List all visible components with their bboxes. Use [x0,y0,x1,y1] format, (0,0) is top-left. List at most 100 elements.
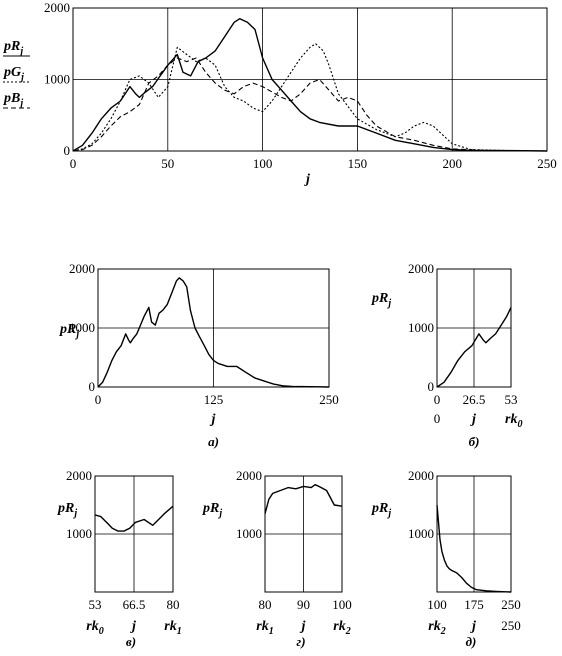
series-line-0-pR-0 [72,18,548,152]
series-line-5-pR-0 [436,504,512,593]
y-tick-label-0-0: 0 [64,143,71,158]
series-line-3-pR-0 [94,505,174,532]
y-axis-label-5: pRj [371,501,391,519]
x-left-label-3-sub: 0 [99,626,104,637]
x-tick-label-3-2: 80 [167,597,180,612]
legend-entry-pR-sub: j [18,46,23,57]
x-tick-label-0-3: 150 [348,156,368,171]
legend-entry-pR-main: pR [3,39,20,54]
x-axis-label-5: j [470,619,476,634]
x-tick-label-2-0: 0 [434,392,441,407]
x-right-label-3: rk1 [164,619,181,637]
x-tick-label-5-0: 100 [427,597,447,612]
x-tick-label-1-0: 0 [95,392,102,407]
x-tick-label-3-1: 66.5 [123,597,146,612]
x-left-label-5-main: rk [428,619,440,634]
y-tick-label-1-2: 2000 [69,261,95,276]
y-tick-label-5-1: 2000 [408,468,434,483]
x-axis-label-1: j [210,412,216,427]
x-right-label-4: rk2 [333,619,350,637]
x-end-label-2-main: rk [505,412,517,427]
x-tick-label-4-1: 90 [297,597,310,612]
y-axis-label-3: pRj [57,501,77,519]
y-tick-label-1-1: 1000 [69,320,95,335]
legend-entry-pG-sub: j [19,72,24,83]
y-tick-label-4-1: 2000 [236,468,262,483]
y-tick-label-2-2: 2000 [408,261,434,276]
y-axis-label-1: pRj [59,322,79,340]
caption-4: г) [296,634,305,649]
legend-entry-pB-main: pB [3,91,20,106]
x-right-label-3-main: rk [164,619,176,634]
x-left-label-4-sub: 1 [269,626,274,637]
y-tick-label-5-0: 1000 [408,526,434,541]
x-end-label-2: rk0 [505,412,522,430]
x-tick-label-1-1: 125 [204,392,224,407]
y-tick-label-1-0: 0 [89,379,96,394]
x-axis-label-0: j [304,172,310,187]
legend-entry-pG: pGj [3,65,24,83]
x-end-label-2-sub: 0 [517,419,522,430]
x-right-label-4-sub: 2 [345,626,351,637]
y-axis-label-4: pRj [202,501,222,519]
y-axis-label-2-sub: j [386,298,391,309]
y-axis-label-4-sub: j [217,508,222,519]
x-tick-label-0-1: 50 [161,156,174,171]
legend-entry-pB-sub: j [18,98,23,109]
caption-2: б) [469,434,480,449]
series-line-0-pG-1 [72,43,548,152]
y-tick-label-3-0: 1000 [66,526,92,541]
series-line-4-pR-0 [264,484,343,514]
legend-entry-pR: pRj [3,39,23,57]
y-axis-label-3-sub: j [72,508,77,519]
x-tick-label-4-2: 100 [332,597,352,612]
x-tick-label-5-2: 250 [501,597,521,612]
y-axis-label-1-main: pR [59,322,76,337]
y-tick-label-2-0: 0 [428,379,435,394]
legend-entry-pB: pBj [3,91,23,109]
x-tick-label-0-4: 200 [442,156,462,171]
x-left-label-4-main: rk [256,619,268,634]
x-tick-label-0-2: 100 [253,156,273,171]
x-tick-label-2-2: 53 [505,392,518,407]
y-tick-label-4-0: 1000 [236,526,262,541]
y-axis-label-4-main: pR [202,501,219,516]
x-axis-label-4: j [300,619,306,634]
series-line-1-pR-0 [97,277,330,388]
y-axis-label-5-sub: j [386,508,391,519]
x-right-label-5: 250 [501,618,521,633]
x-under-label-2: 0 [434,411,441,426]
x-axis-label-3: j [130,619,136,634]
caption-5: д) [466,634,477,649]
x-left-label-5: rk2 [428,619,445,637]
x-left-label-4: rk1 [256,619,273,637]
x-axis-label-2: j [470,412,476,427]
series-line-2-pR-0 [436,307,512,388]
x-right-label-3-sub: 1 [177,626,182,637]
x-right-label-4-main: rk [333,619,345,634]
x-tick-label-0-0: 0 [70,156,77,171]
x-tick-label-5-1: 175 [464,597,484,612]
caption-1: а) [208,434,219,449]
x-tick-label-3-0: 53 [89,597,102,612]
x-tick-label-4-0: 80 [259,597,272,612]
x-tick-label-2-1: 26.5 [463,392,486,407]
y-axis-label-5-main: pR [371,501,388,516]
caption-3: в) [126,634,136,649]
series-line-0-pB-2 [72,57,548,152]
y-tick-label-3-1: 2000 [66,468,92,483]
x-tick-label-1-2: 250 [319,392,339,407]
x-tick-label-0-5: 250 [537,156,557,171]
y-axis-label-2: pRj [371,291,391,309]
y-axis-label-2-main: pR [371,291,388,306]
x-left-label-3-main: rk [86,619,98,634]
y-tick-label-0-2: 2000 [44,0,70,15]
x-left-label-5-sub: 2 [440,626,446,637]
y-axis-label-3-main: pR [57,501,74,516]
y-tick-label-2-1: 1000 [408,320,434,335]
legend-entry-pG-main: pG [3,65,21,80]
y-tick-label-0-1: 1000 [44,72,70,87]
y-axis-label-1-sub: j [74,329,79,340]
